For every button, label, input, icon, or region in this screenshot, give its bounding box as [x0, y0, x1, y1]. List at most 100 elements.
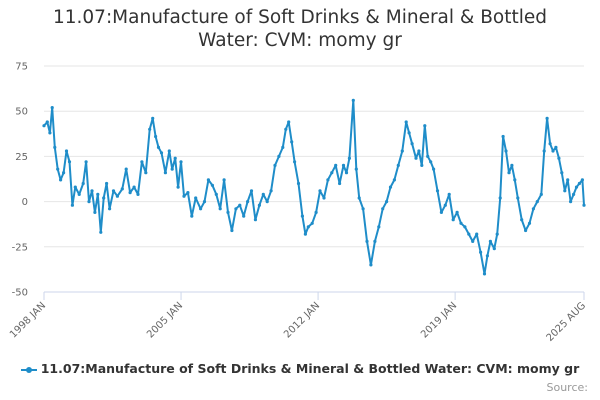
data-point [314, 210, 318, 214]
data-point [443, 203, 447, 207]
data-point [277, 154, 281, 158]
data-point [377, 225, 381, 229]
data-point [577, 181, 582, 186]
data-point [365, 239, 369, 243]
data-point [81, 181, 85, 186]
x-tick-label: 1998 JAN [8, 300, 48, 340]
data-point [284, 127, 288, 131]
data-point [170, 167, 174, 171]
data-point [238, 203, 242, 207]
data-point [361, 207, 365, 211]
data-point [563, 189, 567, 193]
x-tick-label: 2005 JAN [145, 300, 185, 340]
data-point [527, 221, 532, 225]
data-point [373, 239, 377, 243]
data-point [318, 189, 322, 193]
data-point [115, 194, 119, 198]
data-point [338, 181, 342, 186]
data-point [420, 163, 424, 167]
data-point [417, 149, 421, 153]
data-point [246, 200, 250, 204]
y-tick-label: -50 [12, 288, 28, 299]
legend-label: 11.07:Manufacture of Soft Drinks & Miner… [40, 361, 580, 376]
data-point [488, 239, 492, 243]
plot-area[interactable] [42, 98, 586, 276]
data-point [287, 120, 291, 124]
data-point [99, 230, 103, 234]
data-point [87, 200, 91, 204]
data-point [269, 189, 273, 193]
data-point [273, 163, 277, 167]
data-point [410, 142, 414, 146]
data-point [210, 183, 214, 187]
data-point [42, 124, 46, 128]
data-point [179, 160, 183, 164]
data-point [322, 196, 326, 200]
data-point [447, 192, 451, 196]
data-point [64, 149, 69, 153]
data-point [281, 145, 285, 149]
data-point [535, 200, 539, 204]
data-point [354, 167, 358, 171]
data-point [407, 131, 411, 135]
y-tick-label: 75 [15, 62, 28, 73]
data-point [542, 149, 546, 153]
data-point [194, 196, 198, 200]
data-point [439, 210, 443, 214]
data-point [429, 160, 433, 164]
data-point [467, 232, 471, 236]
data-point [485, 254, 489, 258]
data-point [59, 178, 63, 182]
data-point [357, 196, 361, 200]
data-point [226, 210, 230, 214]
data-point [455, 210, 459, 214]
data-point [159, 151, 164, 155]
data-point [498, 196, 502, 200]
data-point [186, 191, 190, 195]
data-point [45, 120, 49, 124]
data-point [492, 247, 496, 251]
data-point [62, 171, 66, 175]
data-point [206, 178, 210, 182]
y-tick-label: 50 [15, 107, 28, 118]
data-point [136, 192, 140, 196]
data-point [351, 98, 355, 102]
data-point [341, 163, 346, 167]
data-point [140, 160, 144, 164]
data-point [463, 225, 467, 229]
data-point [520, 218, 524, 222]
data-point [163, 171, 167, 175]
chart-title: 11.07:Manufacture of Soft Drinks & Miner… [0, 6, 600, 52]
data-point [482, 272, 487, 276]
data-point [392, 178, 396, 182]
data-point [182, 194, 186, 198]
data-point [257, 203, 261, 207]
data-point [432, 167, 436, 171]
data-point [56, 167, 60, 171]
x-tick-label: 2012 JAN [282, 300, 322, 340]
data-point [495, 232, 499, 236]
data-point [290, 140, 294, 144]
data-point [128, 191, 132, 195]
data-point [156, 145, 161, 149]
data-point [53, 145, 57, 149]
legend[interactable]: 11.07:Manufacture of Soft Drinks & Miner… [0, 361, 600, 376]
data-point [167, 149, 171, 153]
y-tick-label: -25 [12, 242, 28, 253]
data-point [539, 192, 543, 196]
y-tick-label: 0 [22, 197, 28, 208]
data-point [569, 200, 573, 204]
data-point [385, 200, 389, 204]
data-point [300, 214, 304, 218]
data-point [242, 214, 246, 218]
data-point [148, 127, 152, 131]
data-point [90, 189, 94, 193]
data-point [306, 225, 310, 229]
data-point [572, 192, 576, 196]
data-point [423, 124, 427, 128]
series-line [43, 99, 585, 275]
data-point [154, 134, 158, 139]
x-axis-ticks: 1998 JAN 2005 JAN 2012 JAN 2019 JAN 2025 AUG [8, 292, 588, 344]
data-point [426, 154, 430, 158]
